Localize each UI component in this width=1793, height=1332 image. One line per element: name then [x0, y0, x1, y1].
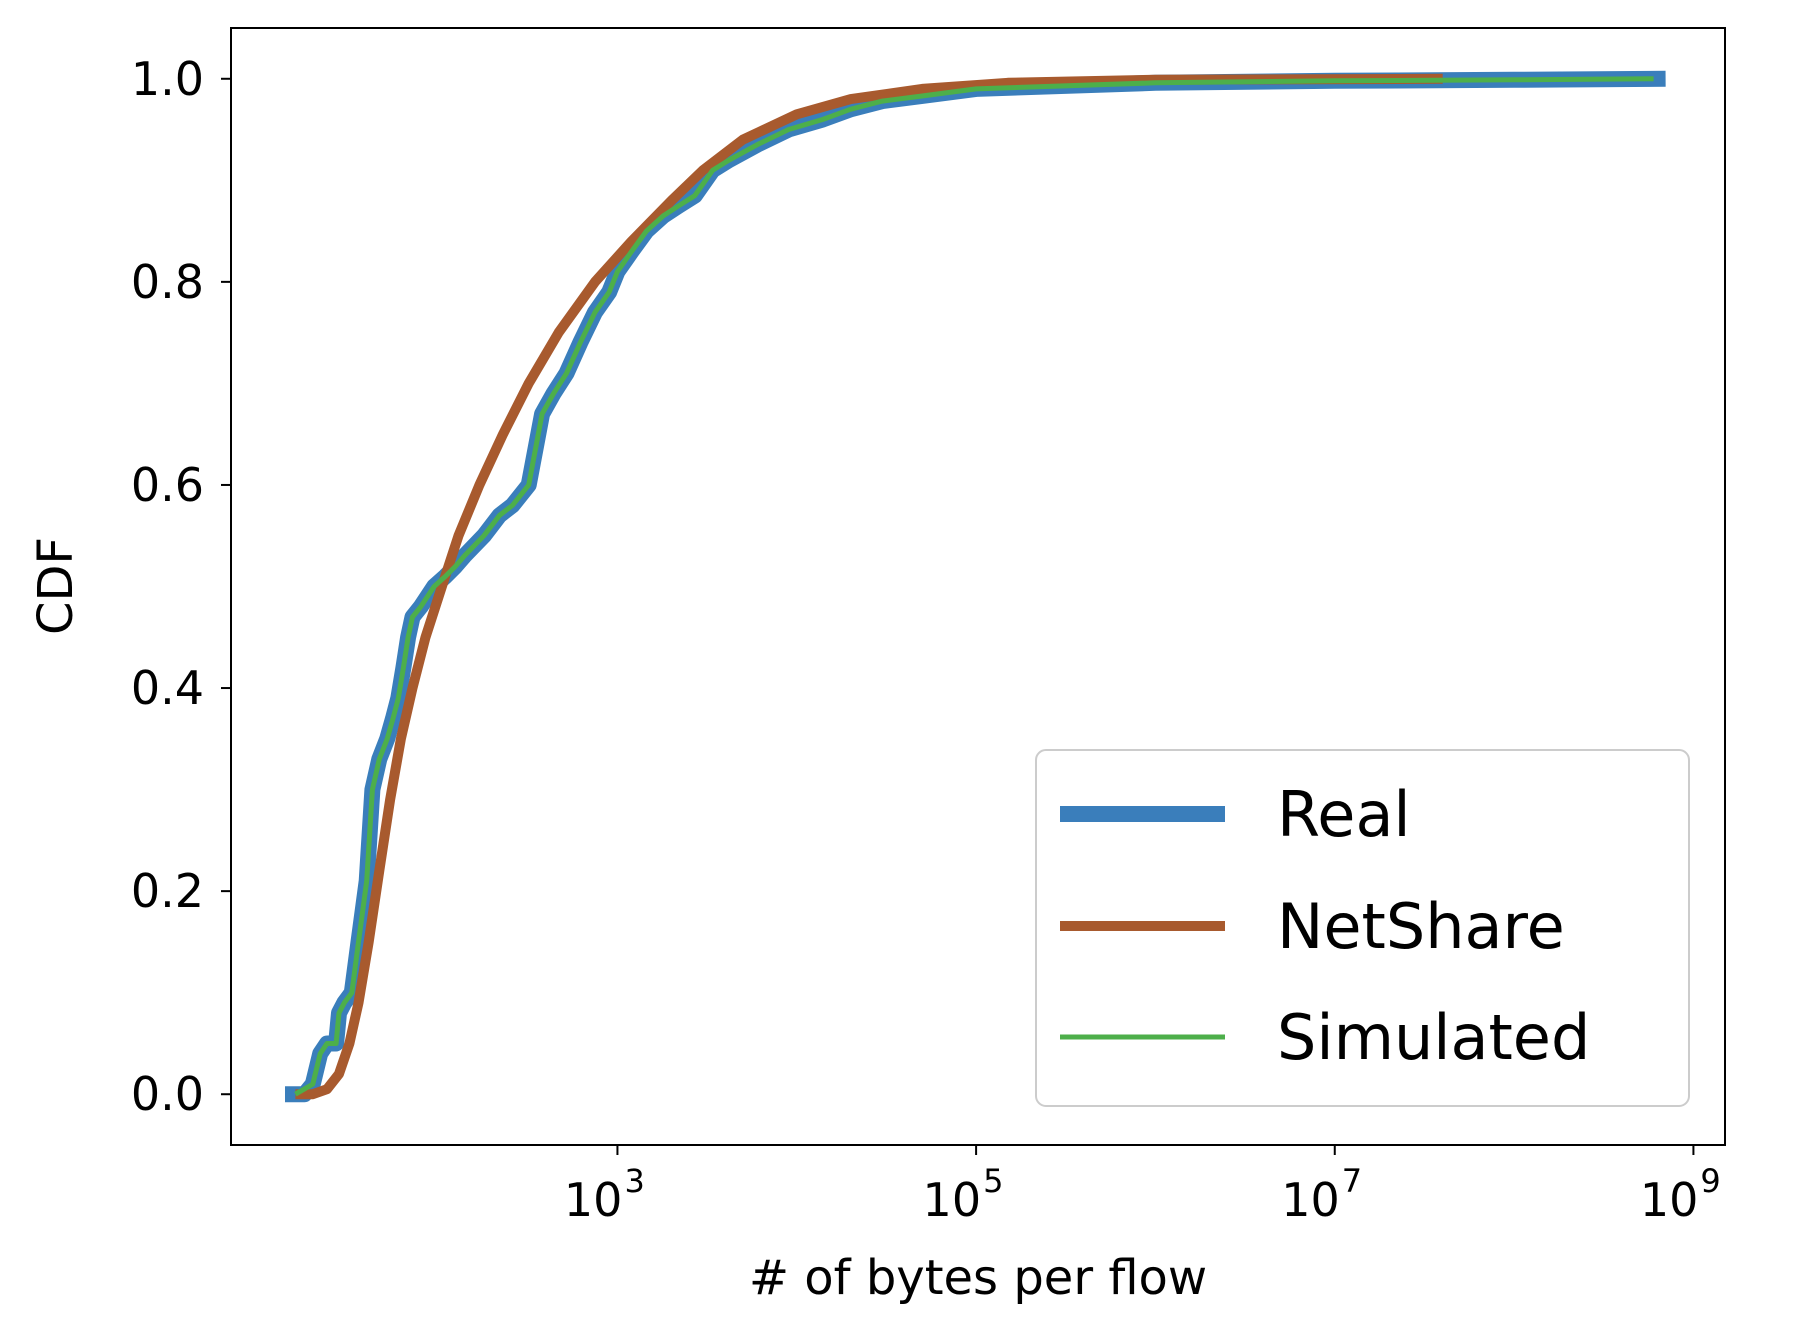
legend-label-real: Real: [1277, 778, 1411, 851]
legend-label-netshare: NetShare: [1277, 890, 1565, 963]
y-axis-ticks: 0.0 0.2 0.4 0.6 0.8 1.0: [131, 52, 231, 1121]
y-tick-label-1: 0.2: [131, 864, 204, 918]
legend-frame: [1035, 749, 1690, 1107]
legend-items: Real NetShare Simulated: [1060, 778, 1590, 1074]
y-tick-label-0: 0.0: [131, 1067, 204, 1121]
x-tick-exponent-1: 5: [983, 1162, 1003, 1200]
legend-label-simulated: Simulated: [1277, 1001, 1590, 1074]
x-tick-label-2: 10: [1281, 1173, 1340, 1227]
x-tick-exponent-0: 3: [624, 1162, 644, 1200]
series-layer: [285, 70, 1666, 1103]
y-tick-label-5: 1.0: [131, 52, 204, 106]
x-tick-label-3: 10: [1640, 1173, 1699, 1227]
x-axis-ticks: 10 3 10 5 10 7 10 9: [564, 1145, 1721, 1227]
x-tick-label-0: 10: [564, 1173, 623, 1227]
y-axis-label: CDF: [28, 537, 84, 635]
y-tick-label-4: 0.8: [131, 255, 204, 309]
y-tick-label-2: 0.4: [131, 661, 204, 715]
x-tick-label-1: 10: [923, 1173, 982, 1227]
x-tick-exponent-3: 9: [1700, 1162, 1720, 1200]
legend: Real NetShare Simulated: [1035, 749, 1690, 1107]
plot-frame: [230, 27, 1726, 1146]
series-line-simulated: [294, 76, 1654, 1097]
series-line-netshare: [295, 73, 1443, 1100]
x-axis-label: # of bytes per flow: [749, 1250, 1207, 1306]
x-tick-exponent-2: 7: [1342, 1162, 1362, 1200]
y-tick-label-3: 0.6: [131, 458, 204, 512]
